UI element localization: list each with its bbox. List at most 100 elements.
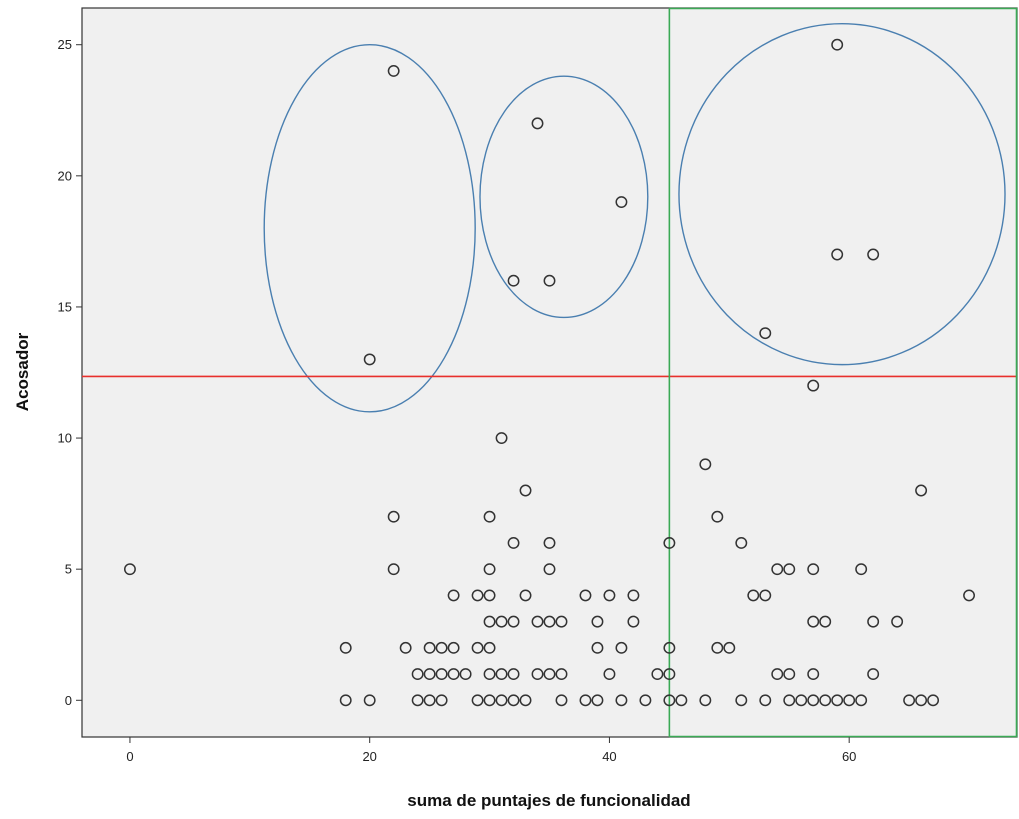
data-point	[519, 589, 532, 602]
data-point	[771, 563, 784, 576]
data-point	[519, 484, 532, 497]
y-tick-label: 25	[58, 37, 72, 52]
data-point	[867, 248, 880, 261]
data-point	[447, 641, 460, 654]
data-point	[855, 694, 868, 707]
data-point	[735, 536, 748, 549]
data-point	[483, 563, 496, 576]
data-point	[555, 668, 568, 681]
data-point	[807, 668, 820, 681]
data-point	[735, 694, 748, 707]
data-points	[123, 38, 976, 707]
data-point	[843, 694, 856, 707]
data-point	[663, 694, 676, 707]
data-point	[639, 694, 652, 707]
data-point	[807, 615, 820, 628]
data-point	[663, 668, 676, 681]
data-point	[387, 510, 400, 523]
data-point	[759, 327, 772, 340]
cluster-ellipse-1	[263, 44, 476, 413]
data-point	[435, 694, 448, 707]
data-point	[435, 641, 448, 654]
data-point	[579, 694, 592, 707]
data-point	[615, 196, 628, 209]
data-point	[615, 641, 628, 654]
data-point	[651, 668, 664, 681]
data-point	[411, 668, 424, 681]
data-point	[495, 694, 508, 707]
data-point	[423, 641, 436, 654]
cluster-ellipse-2	[479, 75, 649, 319]
data-point	[531, 615, 544, 628]
data-point	[591, 641, 604, 654]
data-point	[627, 589, 640, 602]
data-point	[339, 694, 352, 707]
y-tick-label: 0	[65, 693, 72, 708]
data-point	[495, 615, 508, 628]
data-point	[771, 668, 784, 681]
x-tick-label: 20	[362, 749, 376, 764]
data-point	[495, 668, 508, 681]
data-point	[543, 668, 556, 681]
data-point	[507, 615, 520, 628]
data-point	[531, 117, 544, 130]
data-point	[423, 694, 436, 707]
data-point	[471, 589, 484, 602]
data-point	[483, 510, 496, 523]
data-point	[423, 668, 436, 681]
data-point	[531, 668, 544, 681]
data-point	[915, 484, 928, 497]
data-point	[363, 353, 376, 366]
data-point	[483, 668, 496, 681]
cluster-ellipse-3	[678, 23, 1006, 366]
data-point	[615, 694, 628, 707]
data-point	[399, 641, 412, 654]
data-point	[543, 563, 556, 576]
data-point	[507, 668, 520, 681]
data-point	[471, 694, 484, 707]
x-tick-label: 40	[602, 749, 616, 764]
data-point	[807, 694, 820, 707]
data-point	[699, 694, 712, 707]
y-tick-label: 20	[58, 168, 72, 183]
data-point	[819, 615, 832, 628]
data-point	[483, 694, 496, 707]
data-point	[627, 615, 640, 628]
data-point	[123, 563, 136, 576]
data-point	[519, 694, 532, 707]
data-point	[783, 563, 796, 576]
data-point	[363, 694, 376, 707]
data-point	[483, 641, 496, 654]
x-tick-label: 60	[842, 749, 856, 764]
data-point	[555, 694, 568, 707]
x-axis-title: suma de puntajes de funcionalidad	[407, 791, 690, 810]
data-point	[807, 563, 820, 576]
data-point	[555, 615, 568, 628]
data-point	[795, 694, 808, 707]
data-point	[711, 641, 724, 654]
data-point	[483, 615, 496, 628]
x-tick-label: 0	[126, 749, 133, 764]
data-point	[387, 64, 400, 77]
y-tick-label: 5	[65, 562, 72, 577]
y-tick-label: 10	[58, 431, 72, 446]
data-point	[483, 589, 496, 602]
data-point	[855, 563, 868, 576]
data-point	[543, 274, 556, 287]
data-point	[387, 563, 400, 576]
data-point	[831, 38, 844, 51]
data-point	[435, 668, 448, 681]
data-point	[339, 641, 352, 654]
data-point	[699, 458, 712, 471]
data-point	[711, 510, 724, 523]
data-point	[891, 615, 904, 628]
data-point	[495, 432, 508, 445]
data-point	[831, 694, 844, 707]
data-point	[603, 589, 616, 602]
data-point	[447, 668, 460, 681]
data-point	[471, 641, 484, 654]
reference-lines	[82, 7, 1018, 738]
data-point	[663, 536, 676, 549]
data-point	[459, 668, 472, 681]
